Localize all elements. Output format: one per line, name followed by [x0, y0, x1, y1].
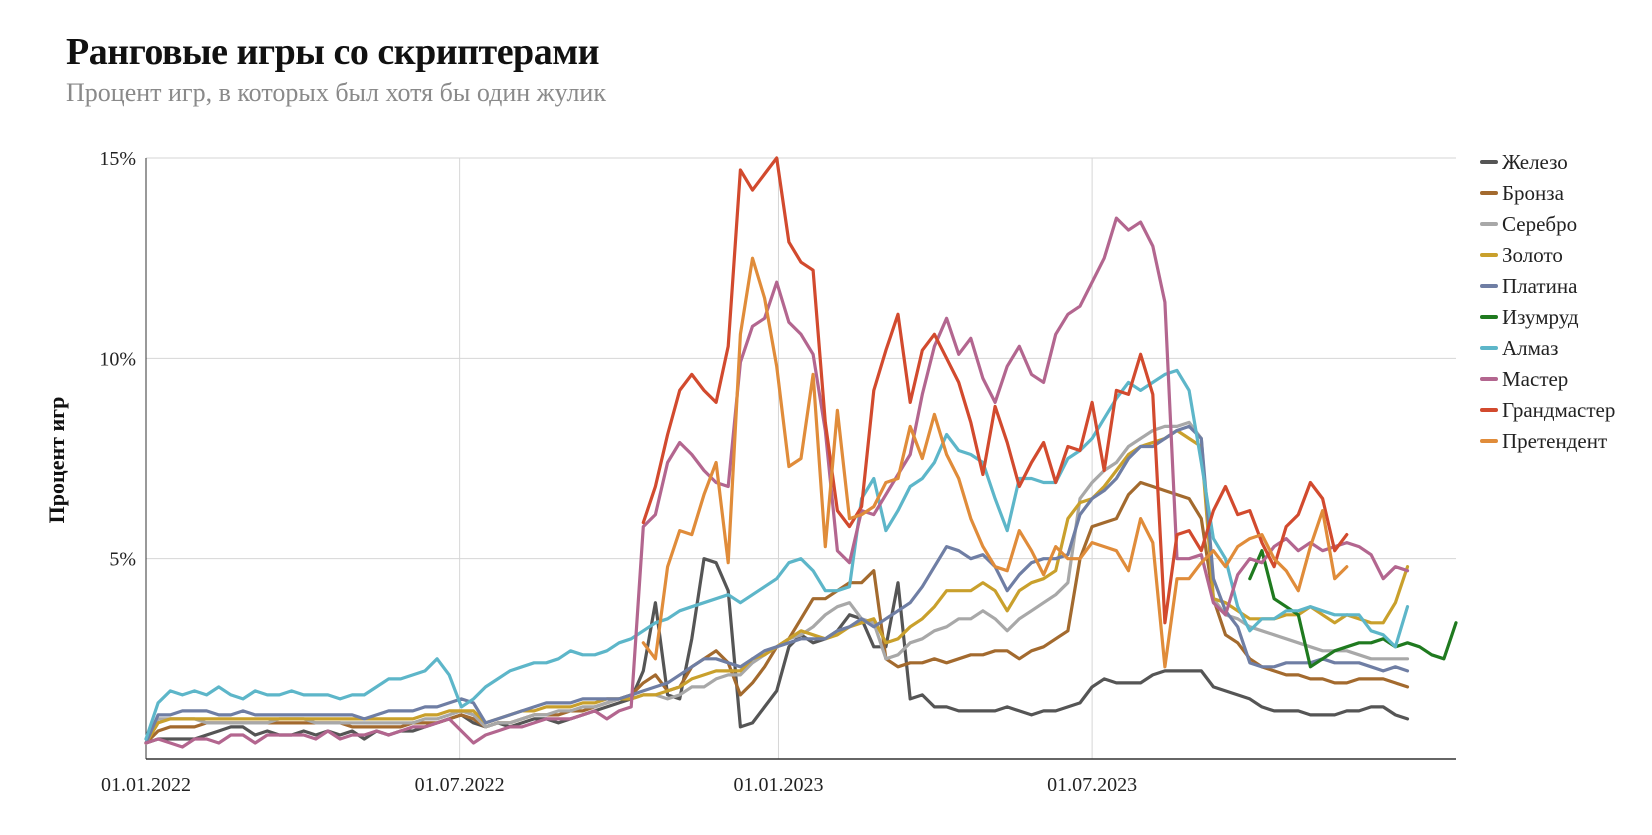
series-line: [641, 256, 1349, 669]
y-tick-label: 10%: [99, 348, 136, 370]
series-line: [144, 424, 1410, 745]
legend: Железо Бронза Серебро Золото Платина Изумруд А…: [1480, 150, 1615, 453]
series-line: [641, 156, 1349, 625]
x-tick-label: 01.01.2022: [101, 774, 191, 796]
legend-entry: Алмаз: [1502, 336, 1558, 360]
legend-entry: Мастер: [1502, 367, 1568, 391]
legend-entry: Изумруд: [1502, 305, 1579, 329]
y-tick-label: 5%: [109, 549, 136, 571]
legend-entry: Претендент: [1502, 429, 1607, 453]
y-axis-label: Процент игр: [44, 397, 69, 524]
legend-entry: Бронза: [1502, 181, 1565, 205]
y-tick-labels: 5% 10% 15%: [99, 148, 136, 571]
legend-entry: Серебро: [1502, 212, 1577, 236]
x-tick-label: 01.07.2022: [415, 774, 505, 796]
series-line: [144, 216, 1410, 749]
series-line: [144, 368, 1410, 741]
x-tick-labels: 01.01.2022 01.07.2022 01.01.2023 01.07.2023: [101, 774, 1137, 796]
chart-title: Ранговые игры со скриптерами: [66, 31, 599, 73]
series-line: [144, 480, 1410, 745]
legend-entry: Золото: [1502, 243, 1563, 267]
series-lines: [144, 156, 1458, 749]
x-tick-label: 01.07.2023: [1047, 774, 1137, 796]
y-tick-label: 15%: [99, 148, 136, 170]
chart-subtitle: Процент игр, в которых был хотя бы один …: [66, 78, 606, 107]
legend-entry: Платина: [1502, 274, 1578, 298]
series-line: [1248, 549, 1458, 669]
legend-entry: Грандмастер: [1502, 398, 1615, 422]
x-tick-label: 01.01.2023: [733, 774, 823, 796]
legend-entry: Железо: [1502, 150, 1568, 174]
